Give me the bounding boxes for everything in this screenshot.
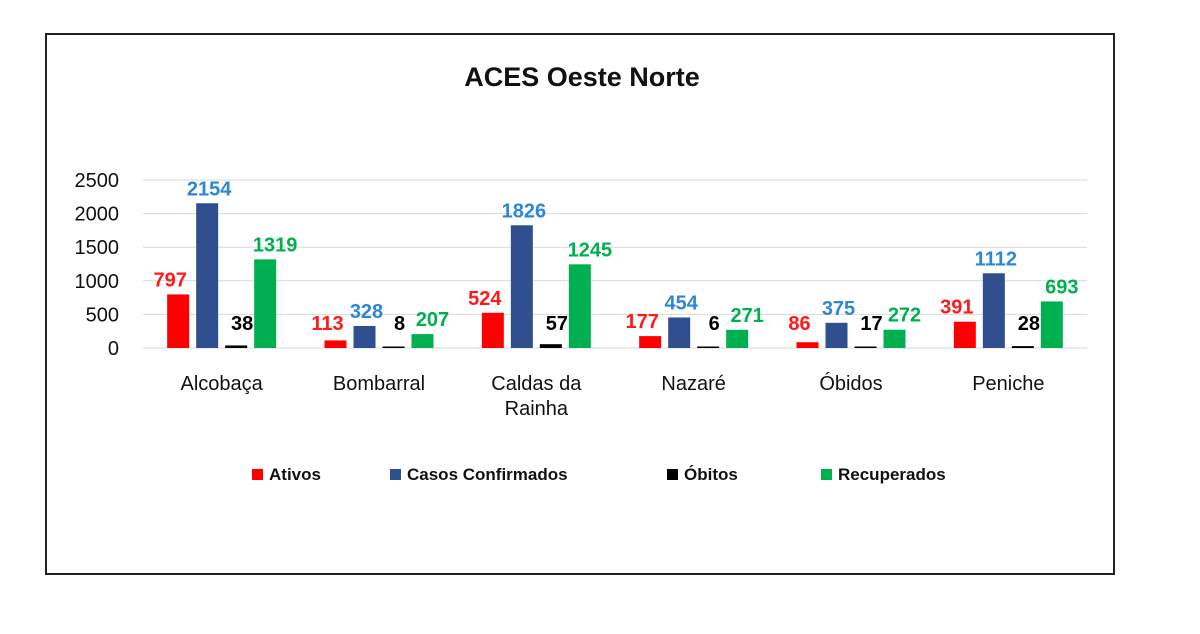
category-label: Bombarral	[333, 373, 425, 395]
chart-frame: ACES Oeste Norte 0 500 1000 1500 2000 2500 79…	[45, 33, 1115, 575]
data-label: 1245	[568, 239, 613, 261]
bar	[353, 325, 376, 348]
data-label: 524	[468, 288, 502, 310]
category-label: Nazaré	[661, 373, 725, 395]
data-label: 207	[416, 309, 449, 331]
data-label: 272	[888, 305, 921, 327]
legend-swatch	[821, 469, 832, 480]
y-tick-label: 1000	[75, 271, 120, 293]
data-label: 693	[1045, 276, 1078, 298]
data-label: 1112	[975, 248, 1017, 270]
data-label: 38	[231, 313, 253, 335]
y-tick-label: 2500	[75, 170, 120, 192]
category-label: Caldas da	[491, 373, 582, 395]
bars	[167, 203, 1063, 348]
data-label: 28	[1018, 313, 1040, 335]
bar	[254, 259, 277, 348]
data-label: 271	[730, 305, 763, 327]
data-label: 86	[788, 313, 810, 335]
legend-label: Ativos	[269, 465, 321, 484]
category-label: Alcobaça	[181, 373, 264, 395]
bar	[668, 317, 691, 348]
data-label: 8	[394, 313, 405, 335]
bar	[697, 346, 720, 348]
data-labels: 797 2154 38 1319 113 328 8 207 524 1826 57 1245 177 4…	[153, 178, 1078, 335]
data-label: 454	[664, 292, 698, 314]
bar	[382, 346, 405, 348]
bar-chart: ACES Oeste Norte 0 500 1000 1500 2000 2500 79…	[75, 62, 1087, 484]
data-label: 57	[546, 313, 568, 335]
y-tick-label: 0	[108, 338, 119, 360]
category-label: Peniche	[972, 373, 1044, 395]
bar	[324, 340, 347, 348]
category-label: Óbidos	[819, 372, 882, 395]
data-label: 1319	[253, 234, 298, 256]
bar	[196, 203, 219, 348]
bar	[510, 225, 533, 348]
bar	[639, 336, 662, 348]
bar	[1011, 346, 1034, 348]
bar	[796, 342, 819, 348]
bar	[225, 345, 248, 348]
y-tick-label: 1500	[75, 237, 120, 259]
bar	[568, 264, 591, 348]
bar	[982, 273, 1005, 348]
legend-swatch	[667, 469, 678, 480]
legend-label: Casos Confirmados	[407, 465, 568, 484]
y-tick-label: 2000	[75, 204, 120, 226]
bar	[883, 329, 906, 348]
bar	[481, 312, 504, 348]
bar	[953, 321, 976, 348]
x-axis-categories: Alcobaça Bombarral Caldas da Rainha Nazaré Ób…	[181, 372, 1045, 420]
bar	[167, 294, 190, 348]
data-label: 2154	[187, 178, 232, 200]
gridlines	[143, 179, 1087, 349]
data-label: 797	[153, 269, 186, 291]
chart-title: ACES Oeste Norte	[464, 62, 700, 92]
data-label: 177	[625, 311, 658, 333]
data-label: 113	[311, 313, 343, 335]
legend-swatch	[252, 469, 263, 480]
legend-swatch	[390, 469, 401, 480]
bar	[726, 329, 749, 348]
bar	[411, 334, 434, 348]
data-label: 17	[860, 313, 882, 335]
data-label: 328	[350, 301, 383, 323]
category-label: Rainha	[505, 398, 569, 420]
bar	[1040, 301, 1063, 348]
bar	[539, 344, 562, 348]
legend: Ativos Casos Confirmados Óbitos Recuperados	[252, 465, 946, 484]
legend-label: Óbitos	[684, 465, 738, 484]
bar	[854, 346, 877, 348]
data-label: 391	[940, 297, 973, 319]
y-tick-label: 500	[86, 304, 119, 326]
legend-label: Recuperados	[838, 465, 946, 484]
y-axis-ticks: 0 500 1000 1500 2000 2500	[75, 170, 120, 360]
data-label: 6	[709, 313, 720, 335]
bar	[825, 322, 848, 348]
data-label: 375	[822, 298, 855, 320]
data-label: 1826	[502, 200, 547, 222]
